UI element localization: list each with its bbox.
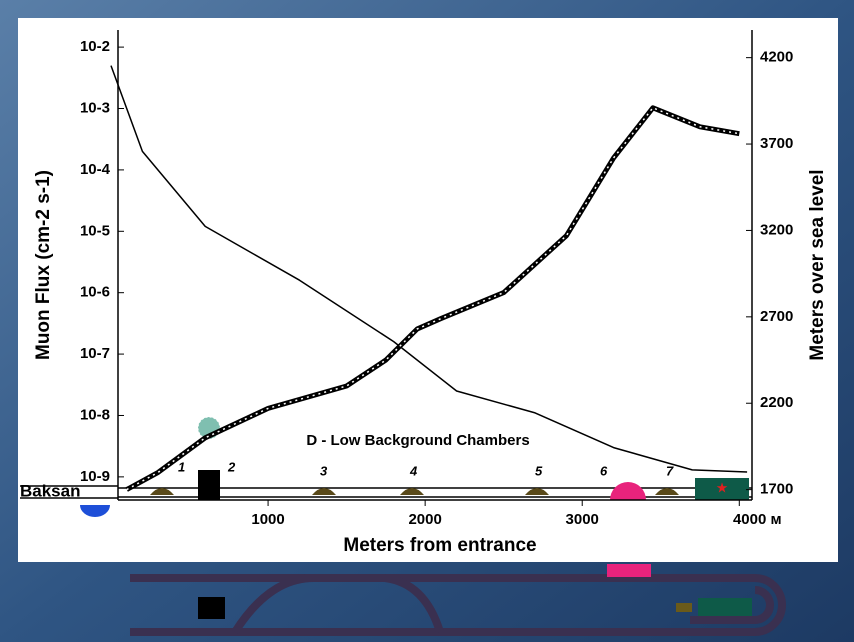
y2-tick-label: 2200 — [760, 394, 793, 411]
y2-tick-label: 2700 — [760, 308, 793, 325]
chamber-label: 4 — [409, 463, 418, 478]
y-tick-label: 10-5 — [80, 222, 110, 239]
annotation: D - Low Background Chambers — [306, 432, 529, 449]
chamber — [198, 470, 220, 500]
y2-tick-label: 4200 — [760, 49, 793, 66]
x-tick-label: 1000 — [251, 511, 284, 528]
x-axis-title: Meters from entrance — [343, 535, 536, 556]
chamber-label: 6 — [600, 463, 608, 478]
annotation: Baksan — [20, 481, 80, 500]
chamber-marker — [607, 564, 651, 577]
y-tick-label: 10-9 — [80, 468, 110, 485]
chamber-marker — [676, 603, 692, 612]
chart: ★ Meters from entrance Muon Flux (cm-2 s… — [0, 0, 854, 642]
y-tick-label: 10-4 — [80, 161, 111, 178]
x-tick-label: 4000 м — [733, 511, 782, 528]
x-tick-label: 2000 — [408, 511, 441, 528]
chamber-marker — [698, 598, 752, 616]
y-tick-label: 10-2 — [80, 38, 110, 55]
chamber-label: 1 — [178, 459, 185, 474]
chamber-label: 7 — [666, 463, 674, 478]
y2-axis-title: Meters over sea level — [807, 169, 828, 360]
chamber-marker — [198, 597, 225, 619]
y2-tick-label: 1700 — [760, 481, 793, 498]
y2-tick-label: 3700 — [760, 135, 793, 152]
chamber-label: 5 — [535, 463, 543, 478]
y-tick-label: 10-3 — [80, 99, 110, 116]
star-icon: ★ — [716, 480, 729, 496]
x-tick-label: 3000 — [566, 511, 599, 528]
y-axis-title: Muon Flux (cm-2 s-1) — [33, 170, 54, 360]
chamber-label: 2 — [227, 459, 236, 474]
y-tick-label: 10-6 — [80, 284, 110, 301]
chamber-label: 3 — [320, 463, 328, 478]
y-tick-label: 10-7 — [80, 345, 110, 362]
y2-tick-label: 3200 — [760, 221, 793, 238]
y-tick-label: 10-8 — [80, 406, 110, 423]
